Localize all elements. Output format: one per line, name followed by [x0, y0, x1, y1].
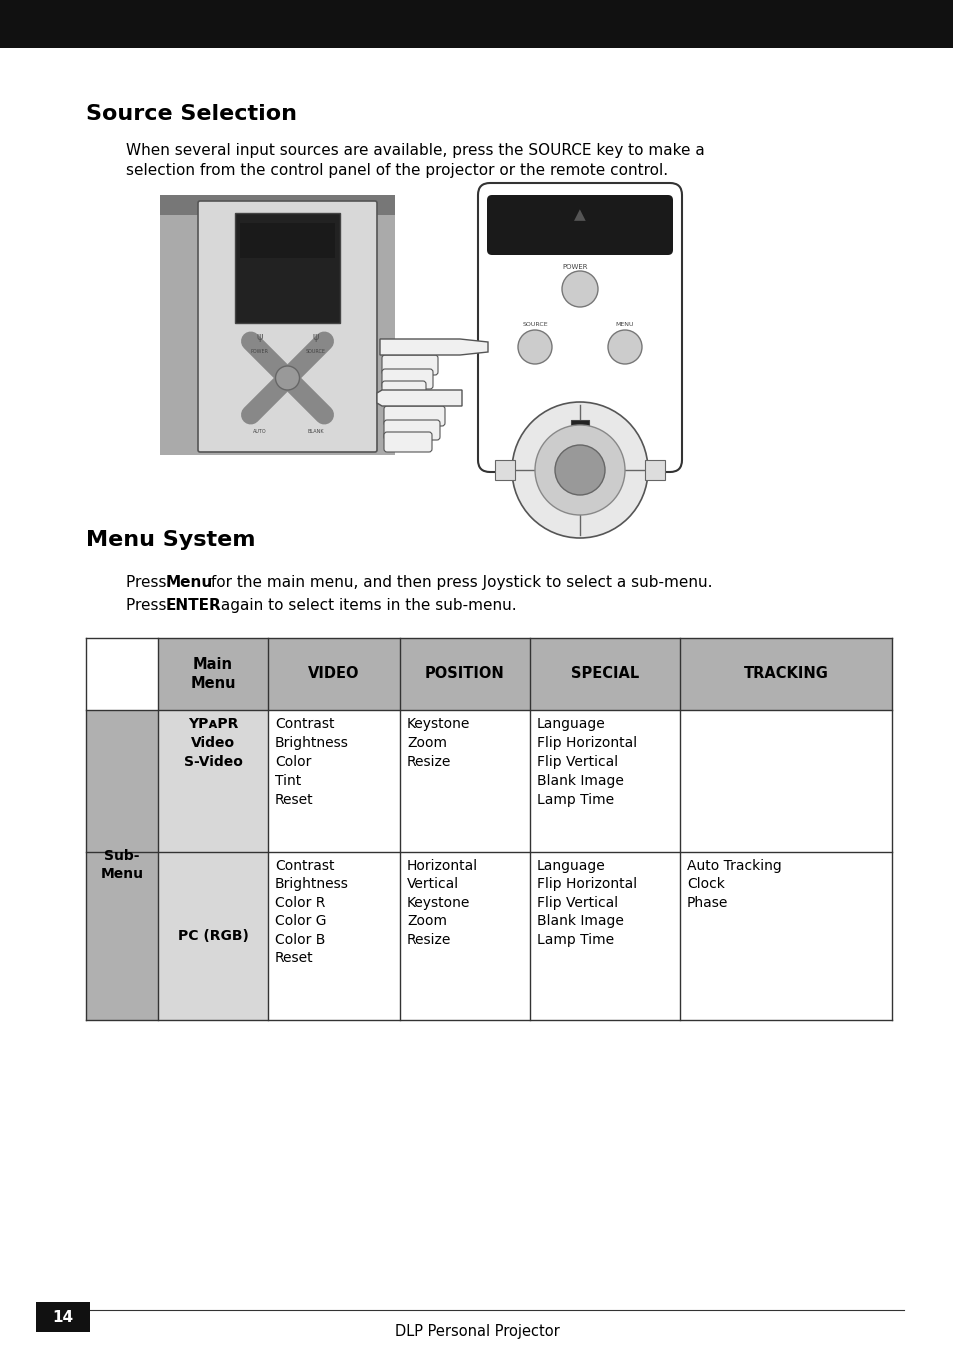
Text: PC (RGB): PC (RGB): [177, 929, 248, 942]
Text: DLP Personal Projector: DLP Personal Projector: [395, 1324, 558, 1338]
FancyBboxPatch shape: [384, 420, 439, 439]
Bar: [268, 852, 399, 1019]
Bar: [86, 852, 158, 1019]
Circle shape: [517, 330, 552, 364]
Text: Language
Flip Horizontal
Flip Vertical
Blank Image
Lamp Time: Language Flip Horizontal Flip Vertical B…: [537, 859, 637, 946]
Text: Contrast
Brightness
Color R
Color G
Color B
Reset: Contrast Brightness Color R Color G Colo…: [274, 859, 349, 965]
Bar: [399, 638, 530, 710]
Bar: [679, 638, 891, 710]
Bar: [530, 638, 679, 710]
Circle shape: [512, 402, 647, 538]
Circle shape: [535, 425, 624, 515]
Text: AUTO: AUTO: [253, 430, 266, 434]
Text: When several input sources are available, press the SOURCE key to make a: When several input sources are available…: [126, 143, 704, 158]
Text: TRACKING: TRACKING: [742, 667, 827, 681]
Text: Horizontal
Vertical
Keystone
Zoom
Resize: Horizontal Vertical Keystone Zoom Resize: [407, 859, 477, 946]
FancyBboxPatch shape: [381, 381, 426, 402]
Text: Contrast
Brightness
Color
Tint
Reset: Contrast Brightness Color Tint Reset: [274, 717, 349, 807]
Text: BLANK: BLANK: [307, 430, 323, 434]
Bar: [268, 710, 399, 852]
Text: VIDEO: VIDEO: [308, 667, 359, 681]
Text: Language
Flip Horizontal
Flip Vertical
Blank Image
Lamp Time: Language Flip Horizontal Flip Vertical B…: [537, 717, 637, 807]
Bar: [530, 710, 679, 852]
Bar: [158, 638, 268, 710]
Circle shape: [607, 330, 641, 364]
Bar: [160, 195, 395, 215]
Bar: [234, 214, 339, 323]
Circle shape: [275, 366, 299, 389]
Bar: [36, 1302, 90, 1332]
Bar: [158, 852, 268, 1019]
Text: Source Selection: Source Selection: [86, 104, 296, 124]
Text: 14: 14: [52, 1310, 73, 1325]
Text: Press: Press: [126, 598, 172, 612]
Text: ψ: ψ: [312, 333, 318, 342]
Text: Menu System: Menu System: [86, 530, 255, 550]
Bar: [268, 638, 399, 710]
FancyBboxPatch shape: [381, 356, 437, 375]
FancyBboxPatch shape: [381, 369, 433, 389]
FancyBboxPatch shape: [198, 201, 376, 452]
Bar: [240, 223, 335, 258]
Text: SOURCE: SOURCE: [305, 349, 325, 354]
FancyBboxPatch shape: [384, 433, 432, 452]
Text: again to select items in the sub-menu.: again to select items in the sub-menu.: [215, 598, 517, 612]
Bar: [495, 460, 515, 480]
Bar: [679, 710, 891, 852]
Bar: [399, 852, 530, 1019]
Polygon shape: [376, 389, 461, 406]
Text: Press: Press: [126, 575, 172, 589]
Text: SOURCE: SOURCE: [521, 323, 547, 327]
Circle shape: [555, 445, 604, 495]
Text: for the main menu, and then press Joystick to select a sub-menu.: for the main menu, and then press Joysti…: [206, 575, 712, 589]
Text: ENTER: ENTER: [166, 598, 221, 612]
Bar: [644, 460, 664, 480]
FancyBboxPatch shape: [486, 195, 672, 256]
Bar: [679, 852, 891, 1019]
Bar: [530, 852, 679, 1019]
FancyBboxPatch shape: [384, 406, 444, 426]
Text: Sub-
Menu: Sub- Menu: [100, 849, 143, 880]
Circle shape: [561, 270, 598, 307]
Text: POWER: POWER: [251, 349, 268, 354]
Text: POSITION: POSITION: [425, 667, 504, 681]
Bar: [571, 420, 588, 433]
Bar: [0, 0, 953, 49]
Text: MENU: MENU: [615, 323, 634, 327]
Polygon shape: [379, 339, 488, 356]
Text: Main
Menu: Main Menu: [190, 657, 235, 691]
Text: Auto Tracking
Clock
Phase: Auto Tracking Clock Phase: [686, 859, 781, 910]
Bar: [86, 638, 158, 710]
Bar: [158, 710, 268, 852]
Text: YPᴀPR
Video
S-Video: YPᴀPR Video S-Video: [183, 717, 242, 769]
Text: SPECIAL: SPECIAL: [570, 667, 639, 681]
Text: POWER: POWER: [561, 264, 587, 270]
Text: Menu: Menu: [166, 575, 213, 589]
Text: ▲: ▲: [574, 207, 585, 223]
Bar: [86, 710, 158, 852]
Bar: [399, 710, 530, 852]
Bar: [160, 215, 395, 456]
Text: Keystone
Zoom
Resize: Keystone Zoom Resize: [407, 717, 470, 769]
Text: ψ: ψ: [256, 333, 262, 342]
Text: selection from the control panel of the projector or the remote control.: selection from the control panel of the …: [126, 164, 667, 178]
FancyBboxPatch shape: [477, 183, 681, 472]
